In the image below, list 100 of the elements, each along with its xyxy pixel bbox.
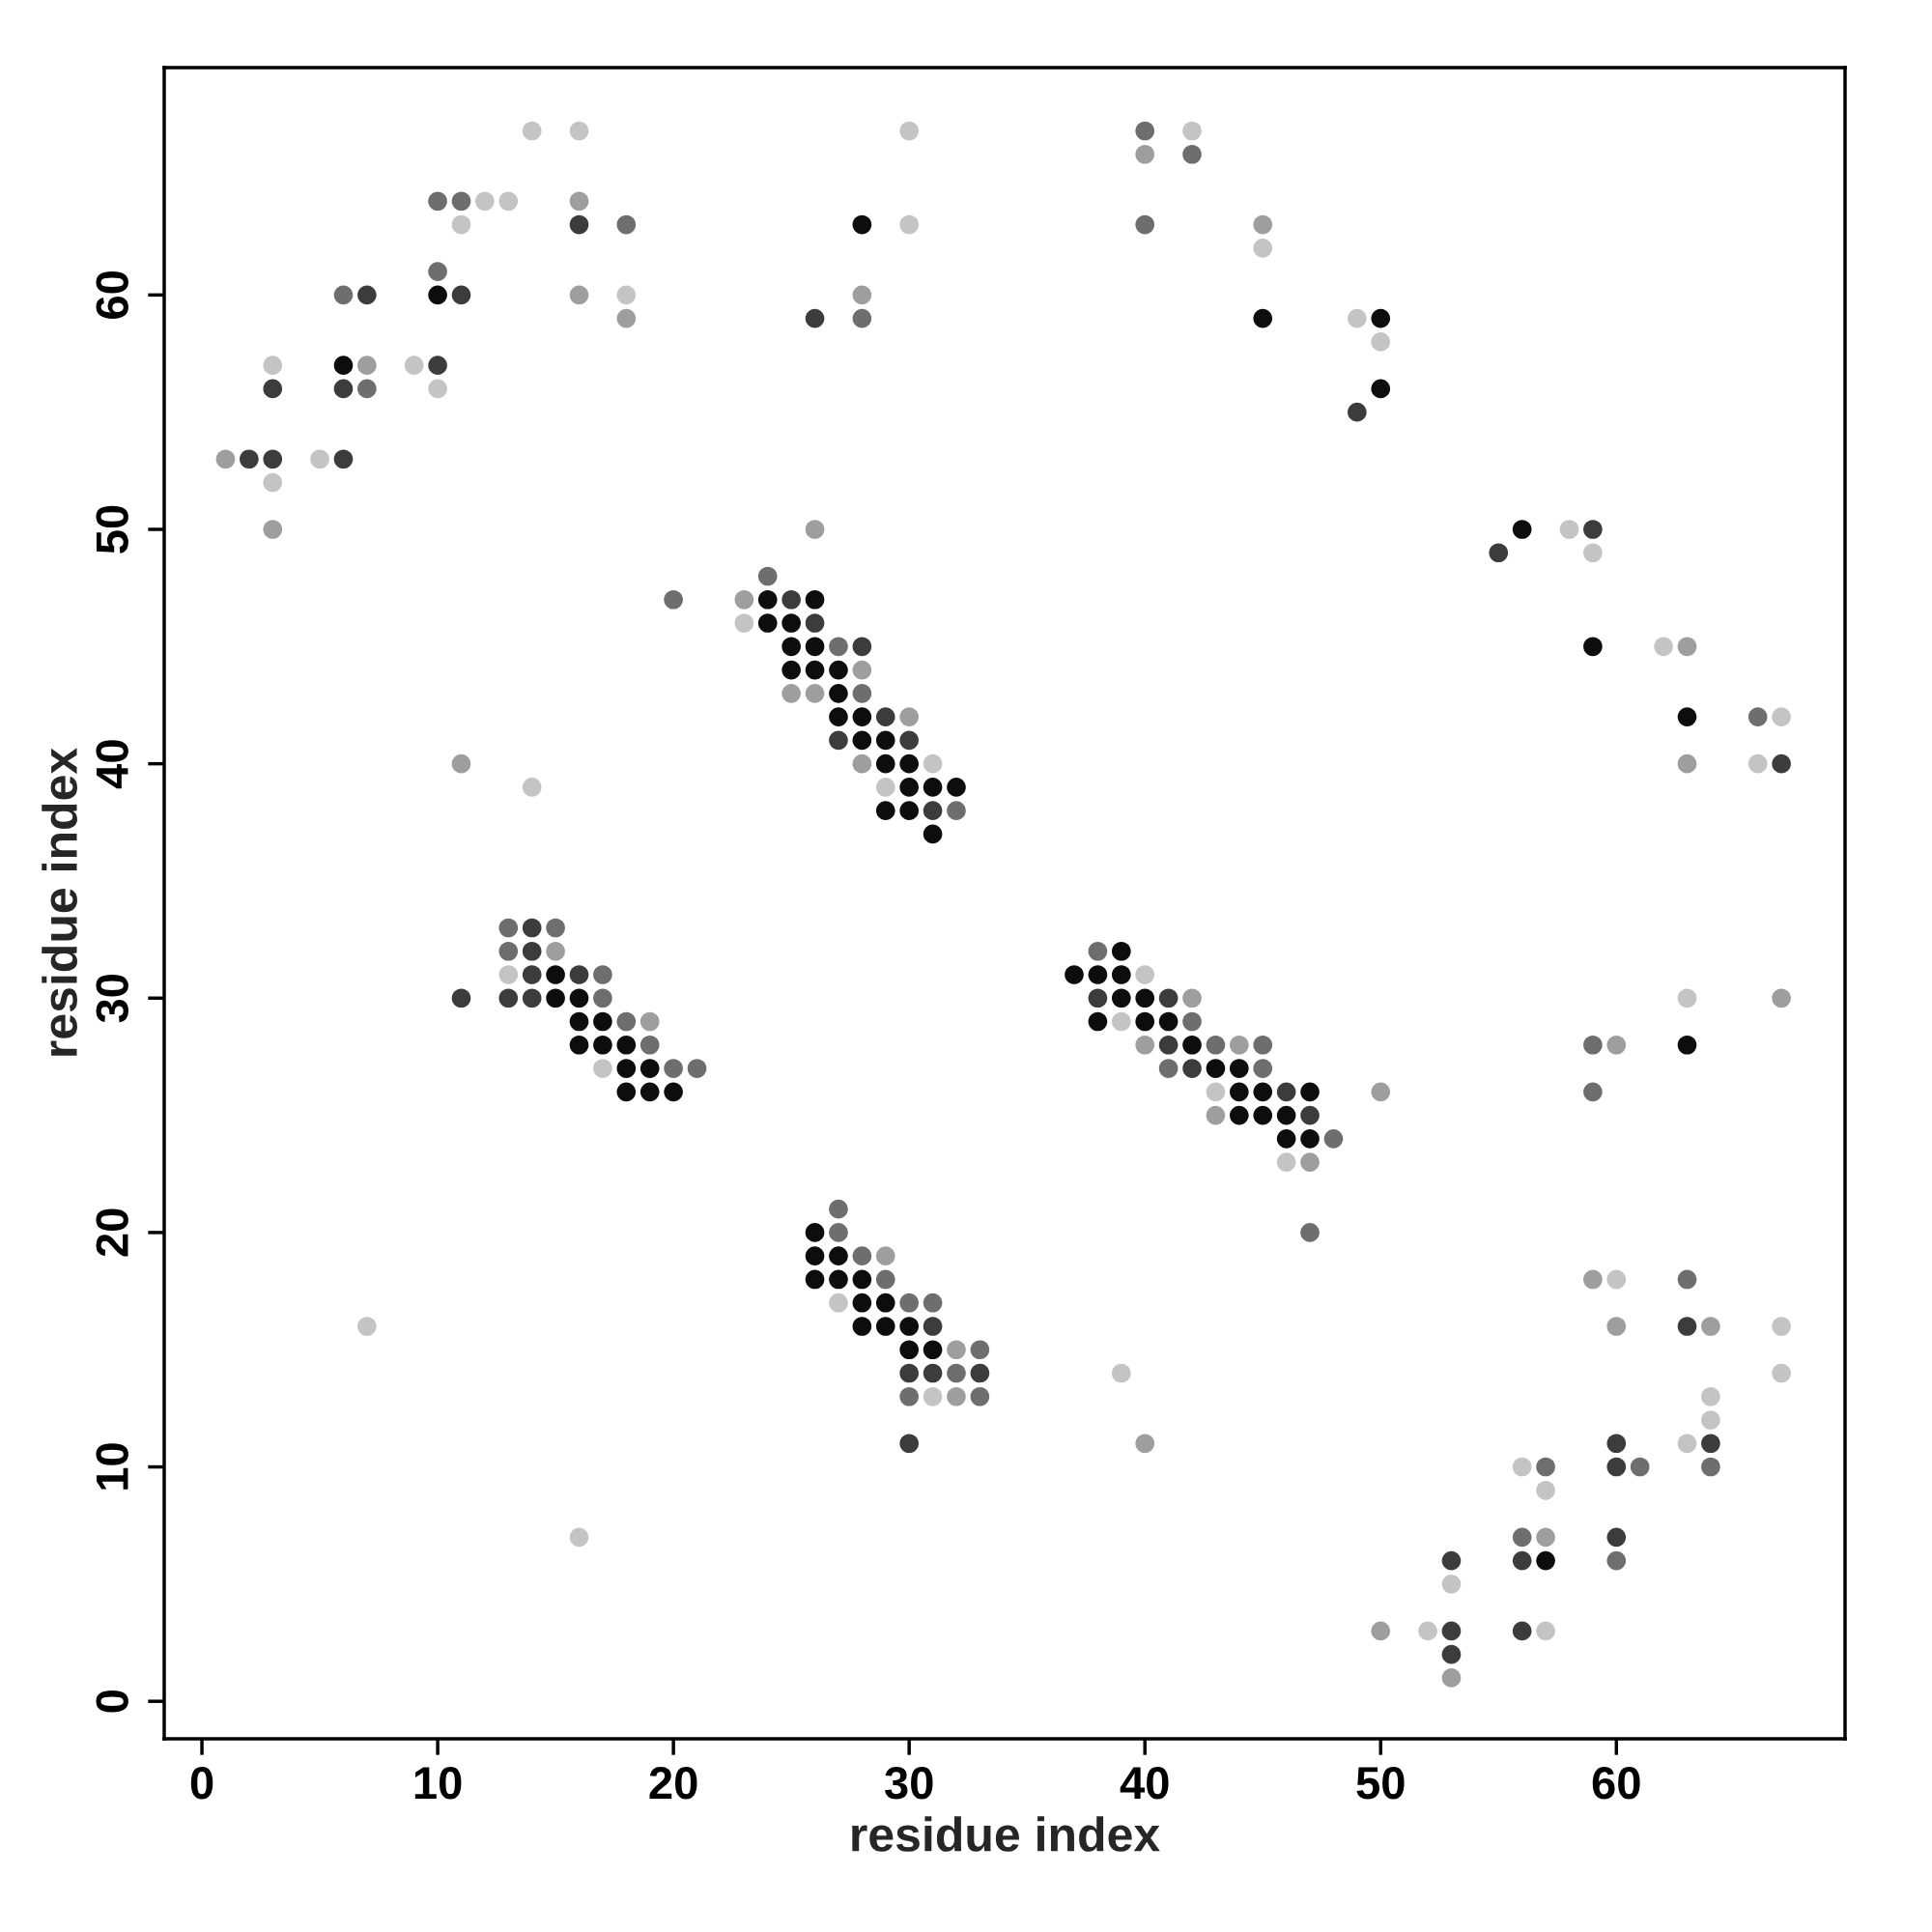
point	[404, 355, 424, 375]
point	[1418, 1621, 1437, 1641]
point	[1371, 1621, 1391, 1641]
point	[1772, 707, 1791, 726]
point	[428, 191, 447, 212]
point	[1606, 1550, 1627, 1571]
point	[451, 191, 471, 212]
point	[1441, 1550, 1462, 1571]
point	[1135, 965, 1155, 984]
point	[569, 121, 589, 141]
point	[522, 965, 542, 984]
point	[1441, 1668, 1462, 1688]
point	[263, 379, 283, 399]
point	[734, 589, 754, 610]
point	[333, 379, 354, 399]
x-tick-label: 50	[1356, 1767, 1405, 1800]
point	[616, 1011, 637, 1032]
point	[899, 214, 919, 235]
point	[1206, 1105, 1226, 1125]
point	[852, 285, 872, 305]
point	[263, 449, 283, 469]
point	[1677, 988, 1697, 1009]
point	[1701, 1410, 1720, 1430]
point	[522, 941, 542, 961]
point	[1230, 1035, 1249, 1055]
point	[1111, 1363, 1131, 1383]
point	[1747, 753, 1768, 774]
point	[1323, 1129, 1344, 1149]
point	[899, 1293, 919, 1313]
point	[1536, 1457, 1555, 1477]
point	[1606, 1527, 1627, 1548]
point	[1772, 988, 1791, 1009]
x-tick-label: 10	[414, 1767, 462, 1800]
point	[687, 1059, 707, 1078]
x-tick-label: 40	[1120, 1767, 1169, 1800]
point	[805, 308, 825, 328]
point	[616, 308, 637, 328]
point	[522, 778, 542, 797]
point	[1677, 1269, 1697, 1290]
point	[639, 1011, 660, 1032]
point	[569, 191, 589, 212]
point	[1606, 1434, 1627, 1454]
point	[569, 214, 589, 235]
point	[899, 121, 919, 141]
y-tick-label: 40	[96, 740, 128, 789]
point	[428, 379, 447, 399]
point	[428, 355, 447, 375]
point	[1135, 121, 1155, 141]
point	[1348, 402, 1367, 422]
point	[852, 308, 872, 328]
point	[1135, 144, 1155, 164]
point	[947, 1363, 966, 1383]
point	[1677, 637, 1697, 657]
y-tick-label: 30	[96, 974, 128, 1023]
point	[1158, 1035, 1179, 1055]
point	[1135, 1035, 1155, 1055]
point	[1677, 1317, 1697, 1336]
point	[1747, 707, 1768, 726]
point	[852, 660, 872, 680]
point	[1300, 1152, 1320, 1172]
point	[852, 753, 872, 774]
point	[498, 191, 519, 212]
point	[923, 1317, 943, 1336]
point	[947, 1386, 966, 1406]
point	[1606, 1457, 1627, 1477]
point	[1206, 1082, 1226, 1102]
point	[451, 285, 471, 305]
point	[1512, 1527, 1532, 1548]
point	[569, 285, 589, 305]
point	[1158, 988, 1179, 1009]
point	[1606, 1035, 1627, 1055]
point	[899, 1434, 919, 1454]
point	[805, 520, 825, 539]
point	[1253, 239, 1273, 258]
point	[1276, 1082, 1296, 1102]
point	[451, 753, 471, 774]
point	[1135, 214, 1155, 235]
point	[498, 941, 519, 961]
point	[1701, 1317, 1720, 1336]
point	[569, 965, 589, 984]
point	[1206, 1035, 1226, 1055]
point	[829, 1223, 848, 1242]
y-tick-label: 0	[96, 1690, 128, 1713]
point	[522, 988, 542, 1009]
point	[428, 262, 447, 281]
point	[1654, 637, 1673, 657]
point	[1512, 1550, 1532, 1571]
point	[805, 684, 825, 703]
point	[1182, 1059, 1202, 1078]
point	[757, 566, 778, 586]
point	[569, 1527, 589, 1548]
point	[1583, 1082, 1603, 1102]
point	[1583, 1269, 1603, 1290]
point	[970, 1340, 990, 1360]
point	[475, 191, 495, 212]
point	[1088, 941, 1108, 961]
point	[263, 520, 283, 539]
point	[1253, 1059, 1273, 1078]
point	[875, 707, 895, 726]
point	[1677, 1434, 1697, 1454]
